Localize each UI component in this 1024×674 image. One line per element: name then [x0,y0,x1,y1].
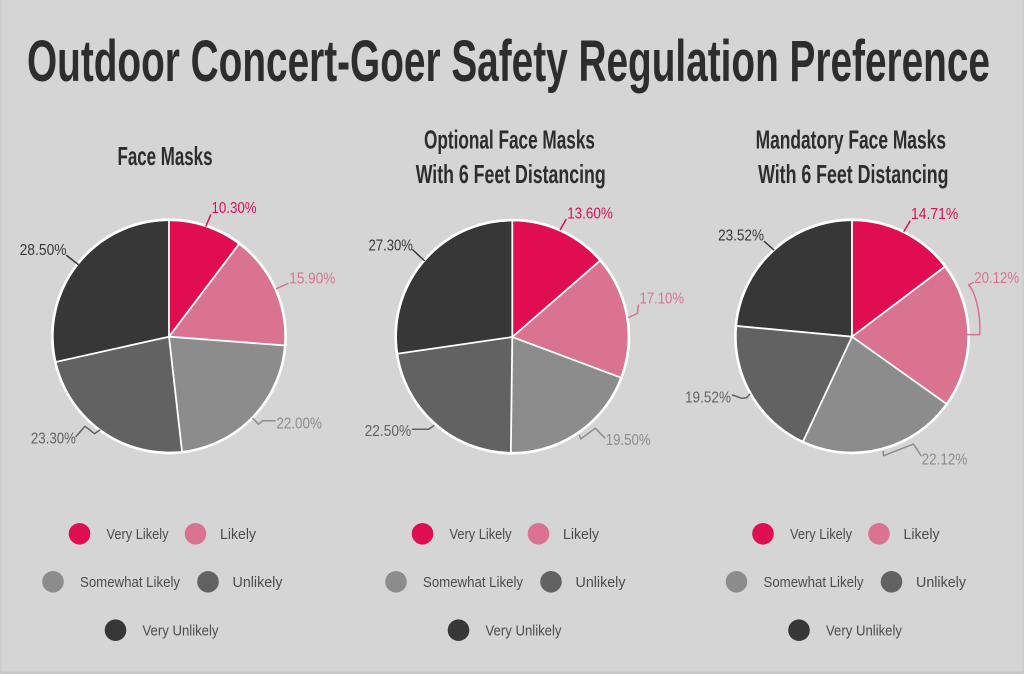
svg-text:Very Unlikely: Very Unlikely [486,623,562,640]
svg-text:Very Likely: Very Likely [450,526,512,543]
svg-text:22.00%: 22.00% [276,415,322,432]
svg-text:17.10%: 17.10% [640,291,685,308]
svg-text:Very Likely: Very Likely [790,526,852,543]
svg-text:Optional Face Masks: Optional Face Masks [424,125,595,155]
svg-text:With 6 Feet Distancing: With 6 Feet Distancing [758,159,948,189]
svg-text:23.52%: 23.52% [718,227,764,244]
svg-text:15.90%: 15.90% [289,271,335,288]
svg-text:27.30%: 27.30% [369,237,413,254]
svg-text:22.50%: 22.50% [365,423,412,440]
svg-text:Unlikely: Unlikely [233,574,283,591]
svg-text:Somewhat Likely: Somewhat Likely [80,574,180,591]
svg-text:19.52%: 19.52% [685,389,731,406]
svg-text:Very Likely: Very Likely [107,526,169,543]
svg-text:Somewhat Likely: Somewhat Likely [423,574,523,591]
svg-text:Mandatory Face Masks: Mandatory Face Masks [756,125,946,155]
svg-text:14.71%: 14.71% [911,206,958,223]
svg-text:23.30%: 23.30% [31,431,76,448]
svg-text:Outdoor Concert-Goer Safety Re: Outdoor Concert-Goer Safety Regulation P… [27,29,990,94]
svg-text:Likely: Likely [220,526,256,543]
svg-text:Somewhat Likely: Somewhat Likely [764,574,864,591]
svg-text:22.12%: 22.12% [922,452,968,469]
svg-text:Very Unlikely: Very Unlikely [826,623,902,640]
svg-text:Likely: Likely [904,526,940,543]
svg-text:13.60%: 13.60% [567,205,613,222]
svg-text:20.12%: 20.12% [974,270,1019,287]
svg-text:Unlikely: Unlikely [916,574,966,591]
svg-text:19.50%: 19.50% [606,432,651,449]
svg-text:28.50%: 28.50% [20,242,67,259]
svg-text:Face Masks: Face Masks [118,141,213,171]
svg-text:With 6 Feet Distancing: With 6 Feet Distancing [416,159,606,189]
svg-text:10.30%: 10.30% [212,200,257,217]
svg-text:Likely: Likely [563,526,599,543]
svg-text:Unlikely: Unlikely [576,574,626,591]
svg-text:Very Unlikely: Very Unlikely [143,623,219,640]
